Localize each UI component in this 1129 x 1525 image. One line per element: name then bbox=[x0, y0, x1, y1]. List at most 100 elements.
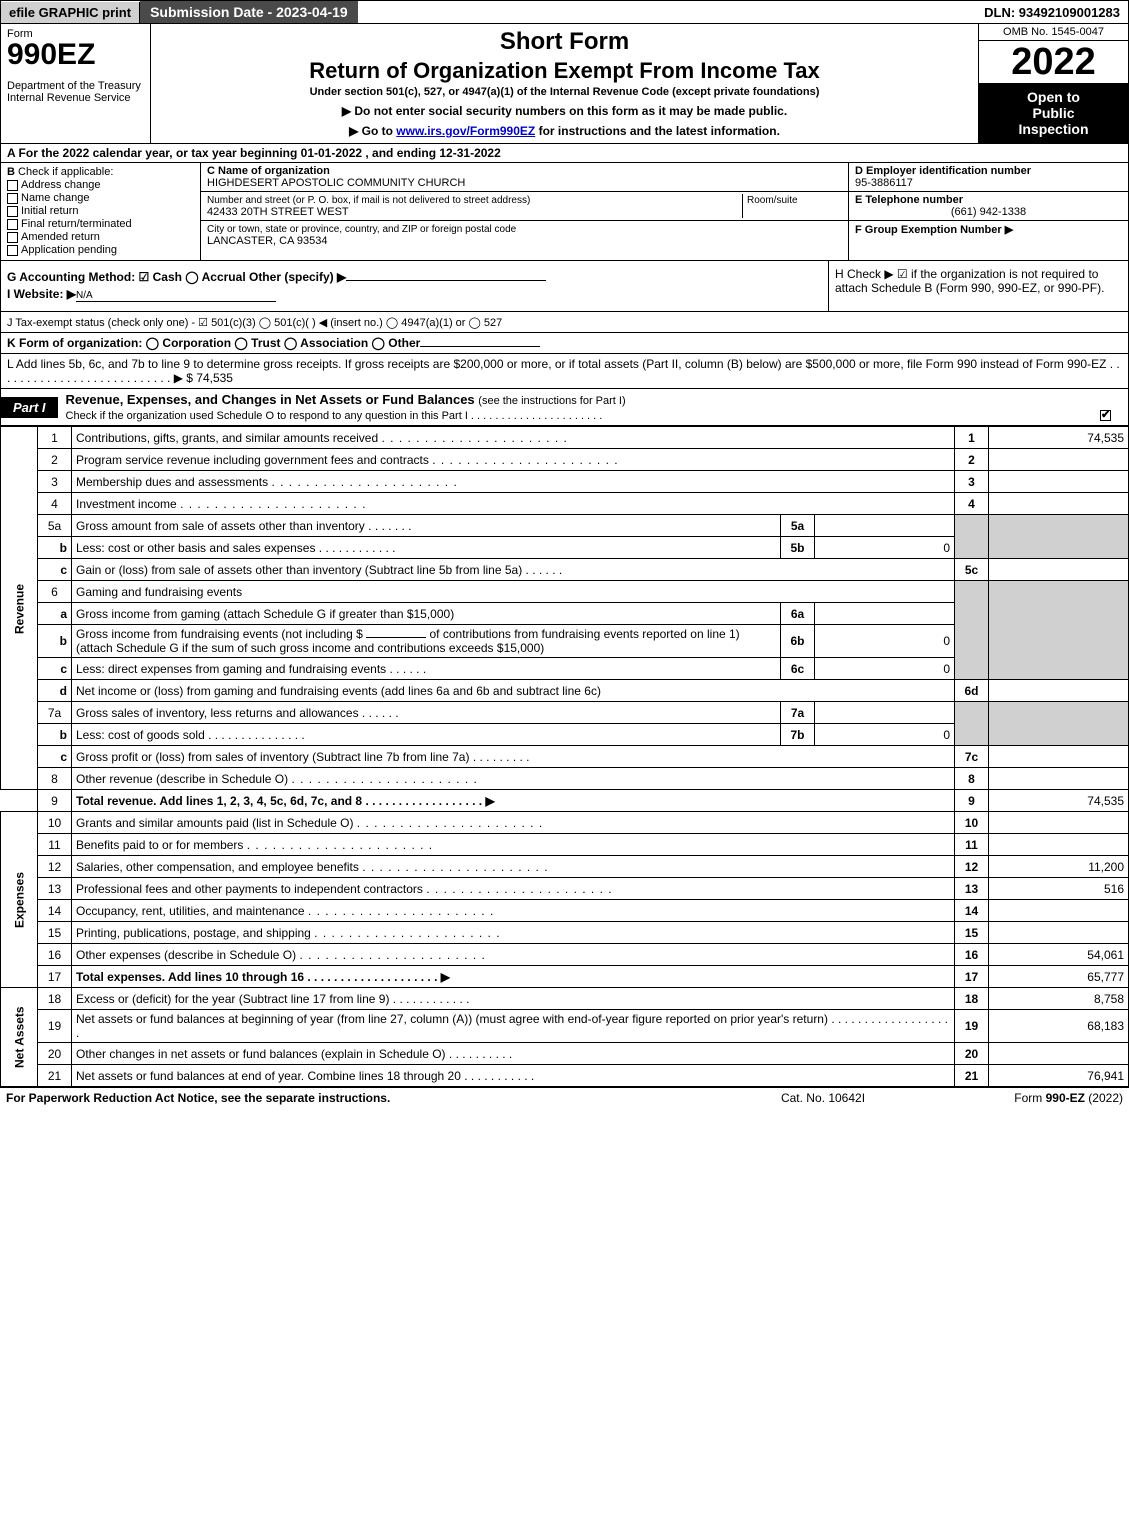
col-b: B Check if applicable: Address change Na… bbox=[1, 163, 201, 260]
expenses-side-label: Expenses bbox=[1, 812, 38, 988]
row-a-text: A For the 2022 calendar year, or tax yea… bbox=[7, 146, 501, 160]
website-line: I Website: ▶N/A bbox=[7, 287, 822, 302]
line-5b-value: 0 bbox=[815, 537, 955, 559]
open-to-public: Open to Public Inspection bbox=[979, 83, 1128, 143]
chk-address-change[interactable]: Address change bbox=[7, 179, 194, 191]
revenue-side-label: Revenue bbox=[1, 427, 38, 790]
ein-value: 95-3886117 bbox=[855, 177, 913, 189]
city-state-zip: LANCASTER, CA 93534 bbox=[207, 235, 327, 247]
line-5a: 5a Gross amount from sale of assets othe… bbox=[1, 515, 1129, 537]
line-19: 19 Net assets or fund balances at beginn… bbox=[1, 1010, 1129, 1043]
col-def: D Employer identification number 95-3886… bbox=[848, 163, 1128, 260]
street-row: Number and street (or P. O. box, if mail… bbox=[201, 192, 848, 221]
line-1: Revenue 1 Contributions, gifts, grants, … bbox=[1, 427, 1129, 449]
header-right: OMB No. 1545-0047 2022 Open to Public In… bbox=[978, 24, 1128, 143]
ghi-left: G Accounting Method: ☑ Cash ◯ Accrual Ot… bbox=[1, 261, 828, 311]
col-c: C Name of organization HIGHDESERT APOSTO… bbox=[201, 163, 848, 260]
short-form-title: Short Form bbox=[157, 28, 972, 56]
line-16: 16 Other expenses (describe in Schedule … bbox=[1, 944, 1129, 966]
street-address: 42433 20TH STREET WEST bbox=[207, 206, 349, 218]
line-21: 21 Net assets or fund balances at end of… bbox=[1, 1065, 1129, 1087]
line-18-value: 8,758 bbox=[989, 988, 1129, 1010]
line-6c-value: 0 bbox=[815, 658, 955, 680]
line-6d: d Net income or (loss) from gaming and f… bbox=[1, 680, 1129, 702]
omb-number: OMB No. 1545-0047 bbox=[979, 24, 1128, 41]
room-suite-label: Room/suite bbox=[747, 195, 798, 206]
org-name-row: C Name of organization HIGHDESERT APOSTO… bbox=[201, 163, 848, 192]
page-footer: For Paperwork Reduction Act Notice, see … bbox=[0, 1087, 1129, 1108]
line-7a: 7a Gross sales of inventory, less return… bbox=[1, 702, 1129, 724]
part-i-label: Part I bbox=[1, 397, 58, 418]
line-18: Net Assets 18 Excess or (deficit) for th… bbox=[1, 988, 1129, 1010]
line-2: 2 Program service revenue including gove… bbox=[1, 449, 1129, 471]
goto-line: ▶ Go to www.irs.gov/Form990EZ for instru… bbox=[157, 124, 972, 138]
line-17: 17 Total expenses. Add lines 10 through … bbox=[1, 966, 1129, 988]
schedule-b-check: H Check ▶ ☑ if the organization is not r… bbox=[828, 261, 1128, 311]
accounting-method: G Accounting Method: ☑ Cash ◯ Accrual Ot… bbox=[7, 270, 822, 284]
part-i-table: Revenue 1 Contributions, gifts, grants, … bbox=[0, 426, 1129, 1087]
website-value: N/A bbox=[76, 290, 276, 302]
goto-post: for instructions and the latest informat… bbox=[535, 124, 780, 138]
dept-irs: Internal Revenue Service bbox=[7, 92, 144, 104]
line-7b-value: 0 bbox=[815, 724, 955, 746]
part-i-header: Part I Revenue, Expenses, and Changes in… bbox=[0, 389, 1129, 426]
line-12: 12 Salaries, other compensation, and emp… bbox=[1, 856, 1129, 878]
city-row: City or town, state or province, country… bbox=[201, 221, 848, 249]
line-3: 3 Membership dues and assessments 3 bbox=[1, 471, 1129, 493]
catalog-number: Cat. No. 10642I bbox=[723, 1091, 923, 1105]
line-9: 9 Total revenue. Add lines 1, 2, 3, 4, 5… bbox=[1, 790, 1129, 812]
header-center: Short Form Return of Organization Exempt… bbox=[151, 24, 978, 143]
group-exemption-row: F Group Exemption Number ▶ bbox=[849, 221, 1128, 238]
line-9-value: 74,535 bbox=[989, 790, 1129, 812]
part-i-title: Revenue, Expenses, and Changes in Net As… bbox=[58, 389, 1128, 425]
line-17-value: 65,777 bbox=[989, 966, 1129, 988]
chk-initial-return[interactable]: Initial return bbox=[7, 205, 194, 217]
tax-exempt-status: J Tax-exempt status (check only one) - ☑… bbox=[0, 312, 1129, 333]
ein-row: D Employer identification number 95-3886… bbox=[849, 163, 1128, 192]
return-title: Return of Organization Exempt From Incom… bbox=[157, 58, 972, 84]
goto-pre: ▶ Go to bbox=[349, 124, 396, 138]
chk-name-change[interactable]: Name change bbox=[7, 192, 194, 204]
header-left: Form 990EZ Department of the Treasury In… bbox=[1, 24, 151, 143]
line-19-value: 68,183 bbox=[989, 1010, 1129, 1043]
line-14: 14 Occupancy, rent, utilities, and maint… bbox=[1, 900, 1129, 922]
line-7c: c Gross profit or (loss) from sales of i… bbox=[1, 746, 1129, 768]
chk-amended-return[interactable]: Amended return bbox=[7, 231, 194, 243]
line-21-value: 76,941 bbox=[989, 1065, 1129, 1087]
line-20: 20 Other changes in net assets or fund b… bbox=[1, 1043, 1129, 1065]
netassets-side-label: Net Assets bbox=[1, 988, 38, 1087]
line-12-value: 11,200 bbox=[989, 856, 1129, 878]
schedule-o-check-icon bbox=[1100, 407, 1114, 422]
chk-application-pending[interactable]: Application pending bbox=[7, 244, 194, 256]
chk-final-return[interactable]: Final return/terminated bbox=[7, 218, 194, 230]
irs-link[interactable]: www.irs.gov/Form990EZ bbox=[396, 124, 535, 138]
telephone-row: E Telephone number (661) 942-1338 bbox=[849, 192, 1128, 221]
org-name: HIGHDESERT APOSTOLIC COMMUNITY CHURCH bbox=[207, 177, 465, 189]
line-11: 11 Benefits paid to or for members 11 bbox=[1, 834, 1129, 856]
tax-year: 2022 bbox=[979, 41, 1128, 83]
dept-treasury: Department of the Treasury bbox=[7, 80, 144, 92]
telephone-value: (661) 942-1338 bbox=[855, 206, 1122, 218]
form-footer-label: Form 990-EZ (2022) bbox=[923, 1091, 1123, 1105]
line-15: 15 Printing, publications, postage, and … bbox=[1, 922, 1129, 944]
line-8: 8 Other revenue (describe in Schedule O)… bbox=[1, 768, 1129, 790]
line-1-value: 74,535 bbox=[989, 427, 1129, 449]
line-13: 13 Professional fees and other payments … bbox=[1, 878, 1129, 900]
form-number: 990EZ bbox=[7, 40, 144, 70]
paperwork-notice: For Paperwork Reduction Act Notice, see … bbox=[6, 1091, 723, 1105]
form-of-organization: K Form of organization: ◯ Corporation ◯ … bbox=[0, 333, 1129, 354]
dln: DLN: 93492109001283 bbox=[976, 2, 1128, 23]
return-subtitle: Under section 501(c), 527, or 4947(a)(1)… bbox=[157, 86, 972, 98]
topbar: efile GRAPHIC print Submission Date - 20… bbox=[0, 0, 1129, 24]
line-4: 4 Investment income 4 bbox=[1, 493, 1129, 515]
form-header: Form 990EZ Department of the Treasury In… bbox=[0, 24, 1129, 144]
ssn-warning: ▶ Do not enter social security numbers o… bbox=[157, 104, 972, 118]
efile-print-label[interactable]: efile GRAPHIC print bbox=[1, 2, 140, 23]
line-13-value: 516 bbox=[989, 878, 1129, 900]
section-bcdef: B Check if applicable: Address change Na… bbox=[0, 163, 1129, 261]
line-5c: c Gain or (loss) from sale of assets oth… bbox=[1, 559, 1129, 581]
line-6b-value: 0 bbox=[815, 625, 955, 658]
submission-date: Submission Date - 2023-04-19 bbox=[140, 1, 358, 23]
line-6: 6 Gaming and fundraising events bbox=[1, 581, 1129, 603]
line-16-value: 54,061 bbox=[989, 944, 1129, 966]
